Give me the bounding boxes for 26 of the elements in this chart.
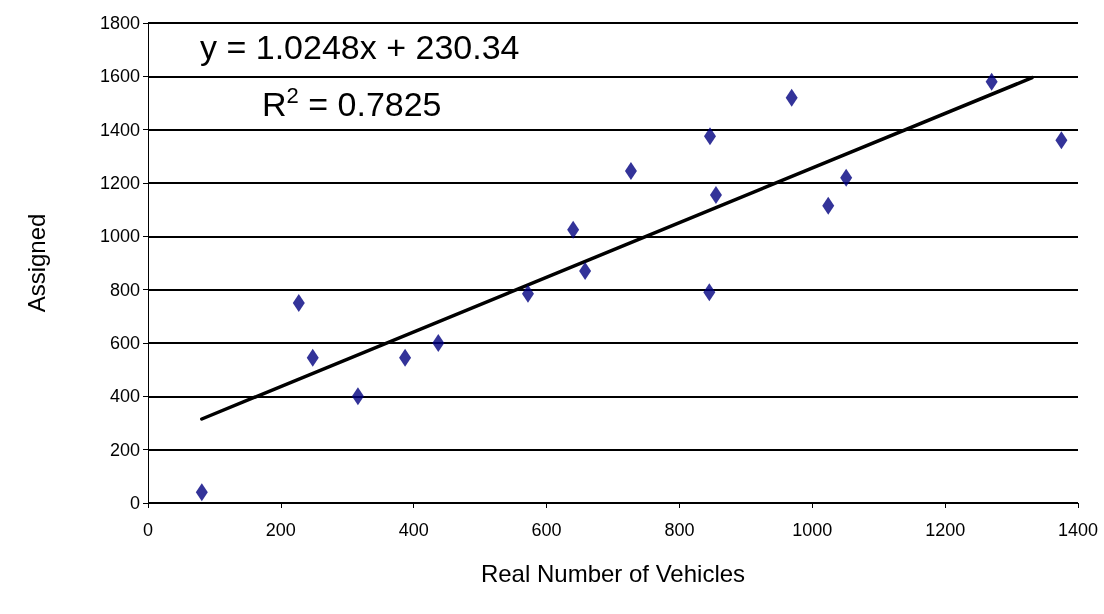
y-tick-label: 600 [109,333,140,353]
x-tick-label: 600 [531,520,562,540]
y-tick-label: 800 [109,279,140,300]
x-tick-label: 400 [398,520,429,540]
x-tick-label: 800 [664,520,695,540]
y-tick-label: 1200 [99,173,140,193]
y-tick-label: 1000 [99,226,140,247]
annotation: y = 1.0248x + 230.34 [200,28,520,66]
x-tick-label: 1200 [925,520,966,540]
y-axis-title: Assigned [22,213,50,313]
y-tick-label: 0 [129,493,140,513]
point [579,262,592,280]
y-tick-label: 400 [109,386,140,407]
x-tick-label: 1400 [1057,520,1099,540]
point [624,162,637,180]
x-tick-label: 0 [142,520,154,540]
y-tick-label: 200 [109,439,140,460]
point [709,186,722,204]
y-tick-label: 1400 [99,119,140,140]
y-tick-label: 1600 [99,66,140,87]
x-axis-title: Real Number of Vehicles [480,559,746,587]
point [292,294,305,312]
x-tick-label: 200 [265,520,296,540]
point [432,334,445,352]
y-tick-label: 1800 [99,13,140,33]
x-tick-label: 1000 [792,520,833,540]
